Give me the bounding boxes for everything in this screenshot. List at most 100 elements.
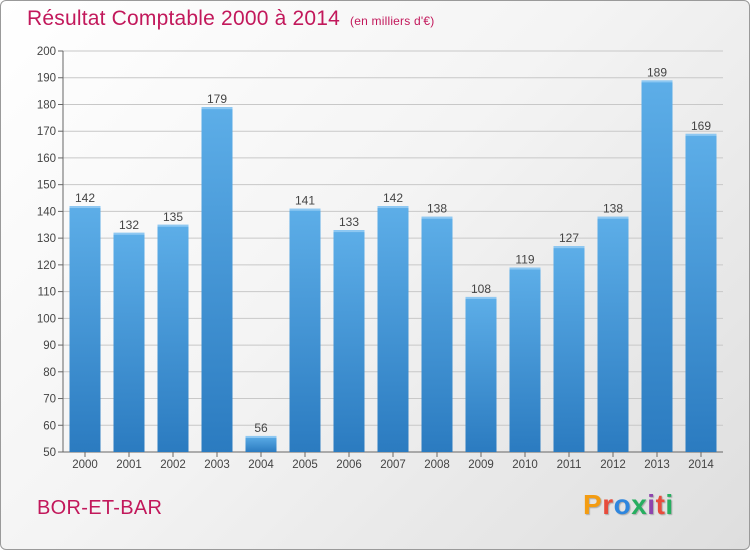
- x-tick-label: 2002: [160, 459, 186, 471]
- y-tick-label: 180: [37, 99, 56, 111]
- y-tick-label: 60: [43, 420, 56, 432]
- data-label: 169: [691, 119, 711, 133]
- bar-highlight: [553, 246, 585, 249]
- y-tick-label: 140: [37, 206, 56, 218]
- bar-2003: [201, 107, 233, 452]
- bar-highlight: [685, 133, 717, 136]
- logo-letter: o: [613, 489, 632, 520]
- logo-letter: x: [631, 489, 648, 520]
- data-label: 138: [427, 202, 447, 216]
- bars: [69, 80, 717, 452]
- x-tick-label: 2010: [512, 459, 538, 471]
- x-tick-label: 2004: [248, 459, 274, 471]
- data-label: 189: [647, 65, 667, 79]
- bar-highlight: [69, 206, 101, 209]
- y-tick-label: 110: [38, 287, 56, 299]
- chart-title-text: Résultat Comptable 2000 à 2014: [27, 7, 341, 30]
- y-tick-label: 190: [37, 73, 56, 85]
- data-label: 127: [559, 231, 579, 245]
- x-tick-label: 2009: [468, 459, 494, 471]
- bar-rect: [421, 216, 453, 452]
- x-tick-label: 2005: [292, 459, 318, 471]
- y-tick-label: 170: [37, 126, 56, 138]
- bar-rect: [553, 246, 585, 452]
- bar-rect: [333, 230, 365, 452]
- proxiti-logo: Proxiti: [583, 489, 674, 521]
- bar-2001: [113, 232, 145, 452]
- bar-2000: [69, 206, 101, 452]
- bar-highlight: [201, 107, 233, 110]
- bar-highlight: [641, 80, 673, 83]
- x-tick-label: 2003: [204, 459, 230, 471]
- bar-rect: [685, 133, 717, 452]
- bar-rect: [465, 296, 497, 452]
- bar-2007: [377, 206, 409, 452]
- chart-title: Résultat Comptable 2000 à 2014 (en millie…: [27, 7, 434, 31]
- bar-2011: [553, 246, 585, 452]
- bar-2014: [685, 133, 717, 452]
- bar-rect: [509, 267, 541, 452]
- x-tick-label: 2008: [424, 459, 450, 471]
- x-tick-label: 2014: [688, 459, 714, 471]
- bar-2002: [157, 224, 189, 452]
- labels: 142 2000 132 2001 135 2002 179 2003 56 2004 141 200…: [72, 65, 714, 471]
- y-tick-label: 130: [37, 233, 56, 245]
- bar-highlight: [157, 224, 189, 227]
- bar-highlight: [509, 267, 541, 270]
- bar-highlight: [465, 296, 497, 299]
- y-tick-label: 100: [37, 313, 56, 325]
- bar-rect: [245, 435, 277, 452]
- data-label: 56: [254, 421, 268, 435]
- y-tick-label: 160: [37, 153, 56, 165]
- bar-2012: [597, 216, 629, 452]
- logo-letter: i: [665, 489, 674, 520]
- bar-2010: [509, 267, 541, 452]
- x-tick-label: 2012: [600, 459, 626, 471]
- bar-2009: [465, 296, 497, 452]
- bar-rect: [201, 107, 233, 452]
- data-label: 179: [207, 92, 227, 106]
- y-tick-label: 80: [43, 367, 56, 379]
- x-tick-label: 2007: [380, 459, 406, 471]
- y-tick-label: 50: [43, 447, 56, 459]
- bar-highlight: [597, 216, 629, 219]
- data-label: 119: [515, 253, 534, 267]
- y-tick-label: 90: [43, 340, 56, 352]
- bar-rect: [157, 224, 189, 452]
- bar-rect: [289, 208, 321, 452]
- bar-highlight: [421, 216, 453, 219]
- bar-highlight: [245, 435, 277, 438]
- bar-rect: [597, 216, 629, 452]
- data-label: 135: [163, 210, 183, 224]
- logo-letter: r: [602, 489, 614, 520]
- bar-highlight: [113, 232, 145, 235]
- data-label: 141: [295, 194, 315, 208]
- x-tick-label: 2013: [644, 459, 670, 471]
- x-tick-label: 2001: [116, 459, 142, 471]
- x-tick-label: 2000: [72, 459, 98, 471]
- bar-rect: [641, 80, 673, 452]
- data-label: 138: [603, 202, 623, 216]
- bar-rect: [377, 206, 409, 452]
- bar-rect: [113, 232, 145, 452]
- logo-letter: P: [583, 489, 603, 520]
- bar-highlight: [289, 208, 321, 211]
- bar-highlight: [377, 206, 409, 209]
- x-tick-label: 2006: [336, 459, 362, 471]
- y-tick-label: 150: [37, 180, 56, 192]
- logo-letter: i: [647, 489, 656, 520]
- data-label: 108: [471, 282, 491, 296]
- chart-unit: (en milliers d'€): [350, 14, 435, 28]
- commune-name: BOR-ET-BAR: [37, 497, 163, 519]
- bar-2008: [421, 216, 453, 452]
- x-tick-label: 2011: [557, 459, 582, 471]
- bar-2013: [641, 80, 673, 452]
- data-label: 142: [75, 191, 95, 205]
- bar-2006: [333, 230, 365, 452]
- bar-rect: [69, 206, 101, 452]
- y-tick-label: 200: [37, 46, 56, 58]
- logo-letter: t: [655, 489, 666, 520]
- data-label: 133: [339, 215, 359, 229]
- bar-2005: [289, 208, 321, 452]
